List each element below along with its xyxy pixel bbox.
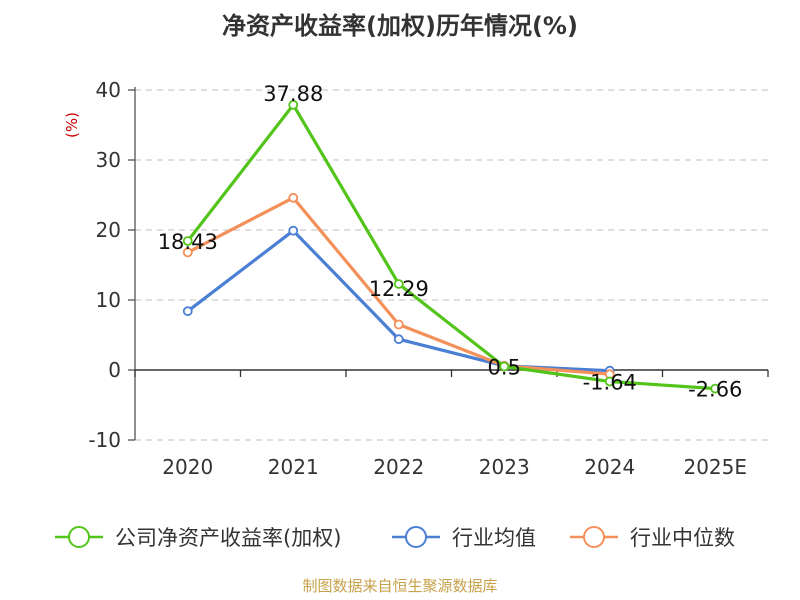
data-point: [288, 192, 299, 203]
data-labels: 18.43 37.88 12.29 0.5 -1.64 -2.66: [158, 82, 743, 402]
legend: 公司净资产收益率(加权) 行业均值 行业中位数: [55, 526, 735, 550]
data-point: [393, 279, 404, 289]
data-label: -1.64: [583, 370, 637, 394]
data-point: [499, 361, 510, 372]
data-point: [604, 376, 615, 387]
x-tick-label: 2023: [479, 455, 530, 479]
y-tick-label: 20: [96, 218, 121, 242]
data-point: [182, 306, 193, 317]
chart-title: 净资产收益率(加权)历年情况(%): [222, 12, 578, 40]
data-point: [182, 236, 193, 246]
legend-label: 公司净资产收益率(加权): [115, 526, 341, 550]
data-label: 0.5: [488, 356, 521, 380]
data-point: [710, 383, 721, 394]
data-label: 12.29: [369, 277, 429, 301]
data-point: [393, 334, 404, 345]
y-tick-label: 30: [96, 148, 121, 172]
x-tick-label: 2024: [584, 455, 635, 479]
x-tick-label: 2020: [162, 455, 213, 479]
gridlines: [135, 89, 768, 441]
axes: -10 0 10 20 30 40 2020 2021 2022 2023 2024 2025E: [88, 78, 769, 479]
legend-swatch-marker: [405, 526, 427, 548]
data-label: 18.43: [158, 230, 218, 254]
x-tick-label: 2025E: [683, 455, 747, 479]
data-point: [288, 99, 299, 110]
x-tick-label: 2022: [373, 455, 424, 479]
legend-label: 行业中位数: [630, 526, 735, 550]
legend-swatch-marker: [68, 526, 90, 548]
data-point: [182, 247, 193, 258]
y-axis-label: (%): [63, 112, 81, 138]
data-point: [288, 225, 299, 236]
legend-label: 行业均值: [452, 526, 536, 550]
series-line: [186, 103, 716, 391]
source-note: 制图数据来自恒生聚源数据库: [302, 577, 497, 595]
data-point: [393, 319, 404, 330]
series-group: [182, 99, 721, 394]
y-tick-label: 0: [108, 358, 121, 382]
x-tick-label: 2021: [268, 455, 319, 479]
y-tick-label: 10: [96, 288, 121, 312]
y-tick-label: -10: [88, 428, 121, 452]
legend-swatch-marker: [583, 526, 605, 548]
data-label: -2.66: [688, 378, 742, 402]
y-tick-label: 40: [96, 78, 121, 102]
data-label: 37.88: [263, 82, 323, 106]
